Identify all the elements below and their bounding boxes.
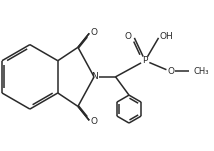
Text: O: O: [91, 28, 98, 37]
Text: OH: OH: [160, 32, 174, 41]
Text: CH₃: CH₃: [193, 67, 209, 76]
Text: P: P: [143, 56, 148, 65]
Text: O: O: [125, 32, 132, 41]
Text: O: O: [91, 117, 98, 126]
Text: N: N: [91, 72, 97, 81]
Text: O: O: [167, 67, 174, 76]
